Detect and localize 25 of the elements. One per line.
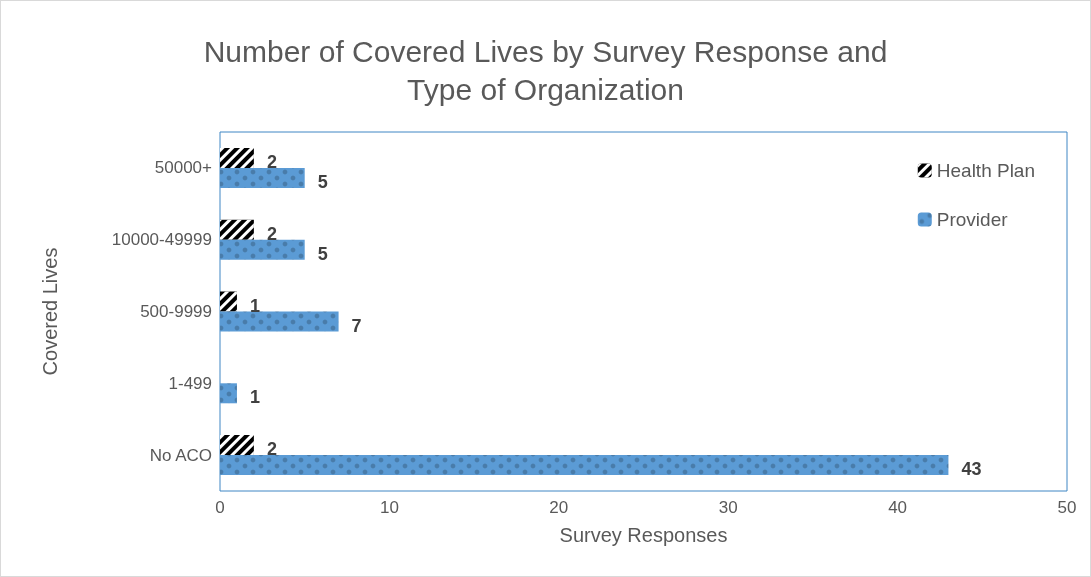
x-tick-label: 50 xyxy=(1057,498,1077,517)
x-tick-label: 20 xyxy=(549,498,569,517)
y-tick-label: 500-9999 xyxy=(140,302,212,321)
data-label: 1 xyxy=(249,295,260,316)
x-tick-label: 0 xyxy=(215,498,225,517)
legend-label: Provider xyxy=(936,209,1009,230)
y-tick-label: 1-499 xyxy=(168,373,212,393)
x-tick-label: 30 xyxy=(718,498,738,517)
chart-title: Number of Covered Lives by Survey Response and Type of Organization xyxy=(203,34,888,106)
legend-label: Health Plan xyxy=(936,160,1036,181)
data-label: 5 xyxy=(317,243,328,264)
data-label: 2 xyxy=(266,439,277,460)
y-tick-label: No ACO xyxy=(149,445,212,465)
x-tick-label: 40 xyxy=(888,498,908,517)
data-label: 5 xyxy=(317,171,328,192)
data-label: 43 xyxy=(961,459,982,480)
data-label: 1 xyxy=(249,387,260,408)
y-axis-title: Covered Lives xyxy=(39,247,61,376)
data-label: 2 xyxy=(266,151,277,172)
data-label: 7 xyxy=(351,315,362,336)
x-axis-title: Survey Responses xyxy=(559,524,728,546)
y-tick-label: 50000+ xyxy=(154,158,213,178)
data-label: 2 xyxy=(266,223,277,244)
x-tick-label: 10 xyxy=(379,498,399,517)
y-tick-label: 10000-49999 xyxy=(111,230,212,250)
